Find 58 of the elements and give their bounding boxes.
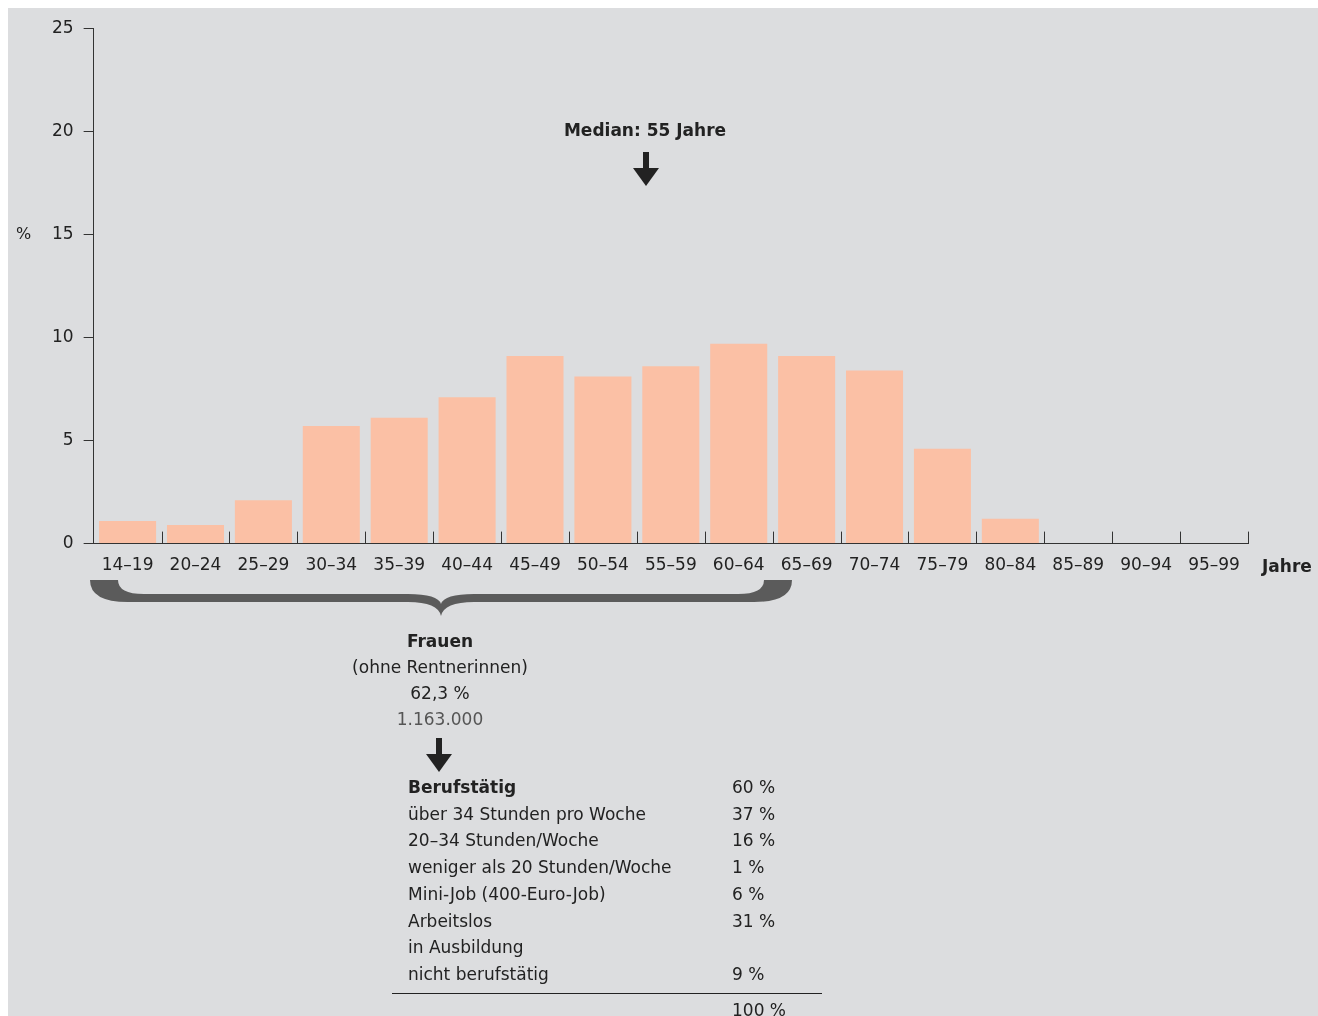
bar	[981, 518, 1039, 544]
y-tick-label: 20	[51, 119, 74, 140]
text: 6 %	[732, 882, 765, 906]
x-tick-label: 55–59	[644, 554, 697, 575]
y-tick-label: 25	[51, 16, 74, 37]
x-tick-label: 40–44	[441, 554, 493, 575]
bar	[302, 426, 360, 544]
x-tick-label: 80–84	[984, 554, 1037, 575]
bar	[370, 417, 428, 544]
bar	[778, 355, 836, 544]
x-tick-label: 30–34	[305, 554, 358, 575]
text: 16 %	[732, 829, 776, 853]
y-tick-label: 0	[62, 532, 74, 553]
text: nicht berufstätig	[408, 962, 550, 986]
text: über 34 Stunden pro Woche	[408, 802, 647, 826]
bar	[642, 366, 700, 544]
bar	[574, 376, 632, 544]
y-tick-label: 10	[51, 325, 74, 346]
bar	[99, 520, 157, 544]
y-tick-label: 15	[51, 222, 74, 243]
text: Berufstätig	[408, 776, 518, 799]
bar	[166, 525, 225, 544]
x-tick-label: 50–54	[577, 554, 629, 575]
text: 9 %	[732, 962, 765, 986]
x-tick-label: 20–24	[169, 554, 222, 575]
x-tick-label: 75–79	[916, 554, 969, 575]
text: Frauen	[405, 630, 475, 653]
text: 20–34 Stunden/Woche	[408, 829, 600, 853]
text: 62,3 %	[409, 682, 471, 705]
text: weniger als 20 Stunden/Woche	[408, 856, 673, 880]
bar	[506, 355, 564, 544]
bar	[438, 397, 496, 544]
bar	[913, 448, 971, 544]
annotation: Median: 55 Jahre	[562, 120, 728, 140]
x-tick-label: 35–39	[373, 554, 426, 575]
y-tick-label: 5	[62, 428, 74, 449]
x-tick-label: 60–64	[712, 554, 765, 575]
text: 60 %	[732, 776, 776, 799]
x-tick-label: 85–89	[1052, 554, 1105, 575]
bar	[234, 500, 292, 544]
bar	[846, 370, 904, 544]
x-tick-label: 90–94	[1120, 554, 1173, 575]
y-axis-title: %	[16, 223, 32, 243]
text: 37 %	[732, 802, 776, 826]
x-tick-label: 45–49	[509, 554, 561, 575]
text: 1 %	[732, 856, 765, 880]
text: (ohne Rentnerinnen)	[351, 656, 529, 679]
x-axis-title: Jahre	[1261, 556, 1312, 577]
x-tick-label: 25–29	[237, 554, 290, 575]
text: 100 %	[732, 1000, 787, 1016]
x-tick-label: 14–19	[101, 554, 154, 575]
bar	[710, 343, 768, 544]
x-tick-label: 65–69	[780, 554, 833, 575]
text: 31 %	[732, 909, 776, 933]
text: Mini-Job (400-Euro-Job)	[408, 882, 607, 906]
text: 1.163.000	[395, 708, 485, 731]
x-tick-label: 95–99	[1188, 554, 1240, 575]
x-tick-label: 70–74	[848, 554, 901, 575]
